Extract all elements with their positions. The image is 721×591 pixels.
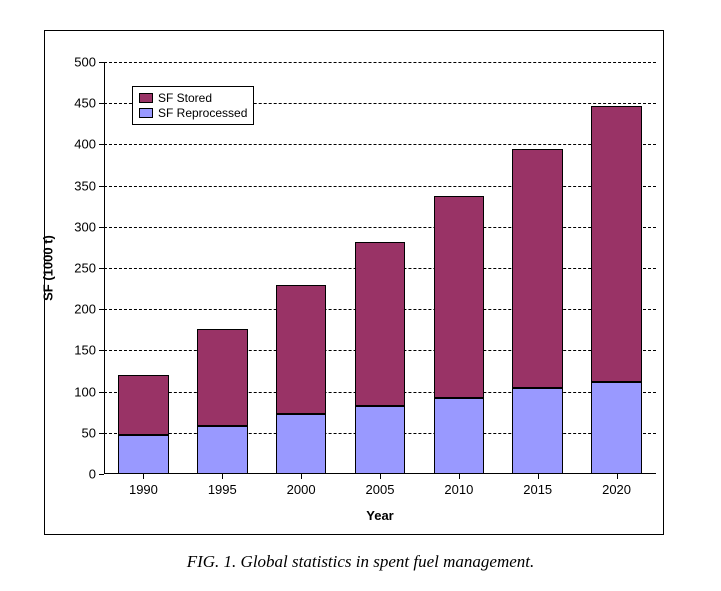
bar-group — [355, 242, 405, 474]
y-tick-label: 450 — [62, 96, 96, 111]
legend: SF StoredSF Reprocessed — [132, 86, 254, 125]
y-tick-label: 300 — [62, 219, 96, 234]
bar-segment — [118, 375, 168, 435]
bar-group — [512, 149, 562, 474]
y-gridline — [104, 62, 656, 63]
legend-label: SF Reprocessed — [158, 106, 247, 120]
bar-group — [197, 329, 247, 474]
y-tick-label: 100 — [62, 384, 96, 399]
y-tick — [99, 309, 104, 310]
bar-segment — [197, 329, 247, 426]
x-tick-label: 2015 — [523, 482, 552, 497]
bar-group — [591, 106, 641, 474]
legend-item: SF Stored — [139, 91, 247, 105]
x-axis-title: Year — [366, 508, 393, 523]
x-tick — [143, 474, 144, 479]
y-tick — [99, 433, 104, 434]
x-tick — [459, 474, 460, 479]
y-tick — [99, 227, 104, 228]
y-gridline — [104, 186, 656, 187]
x-tick — [301, 474, 302, 479]
y-tick — [99, 186, 104, 187]
y-tick-label: 350 — [62, 178, 96, 193]
bar-segment — [197, 426, 247, 474]
bar-segment — [118, 435, 168, 474]
legend-item: SF Reprocessed — [139, 106, 247, 120]
y-tick — [99, 474, 104, 475]
y-axis-title: SF (1000 t) — [41, 235, 56, 301]
bar-group — [118, 375, 168, 474]
legend-swatch — [139, 108, 153, 118]
x-tick — [617, 474, 618, 479]
x-tick-label: 2010 — [444, 482, 473, 497]
y-tick-label: 500 — [62, 55, 96, 70]
bar-group — [434, 196, 484, 474]
x-tick-label: 2020 — [602, 482, 631, 497]
y-tick-label: 200 — [62, 302, 96, 317]
y-tick — [99, 350, 104, 351]
bar-segment — [434, 398, 484, 474]
x-tick-label: 2005 — [366, 482, 395, 497]
y-tick — [99, 103, 104, 104]
y-gridline — [104, 227, 656, 228]
x-tick-label: 1995 — [208, 482, 237, 497]
x-tick — [380, 474, 381, 479]
bar-segment — [276, 285, 326, 414]
figure-caption: FIG. 1. Global statistics in spent fuel … — [0, 552, 721, 572]
y-tick — [99, 62, 104, 63]
x-tick — [538, 474, 539, 479]
y-tick — [99, 144, 104, 145]
y-tick — [99, 268, 104, 269]
y-tick-label: 150 — [62, 343, 96, 358]
x-tick-label: 2000 — [287, 482, 316, 497]
bar-segment — [276, 414, 326, 474]
bar-segment — [512, 149, 562, 388]
y-tick-label: 0 — [62, 467, 96, 482]
y-tick-label: 50 — [62, 425, 96, 440]
bar-segment — [355, 242, 405, 407]
y-tick-label: 400 — [62, 137, 96, 152]
bar-segment — [512, 388, 562, 474]
bar-segment — [355, 406, 405, 474]
figure-container: SF (1000 t) Year SF StoredSF Reprocessed… — [0, 0, 721, 591]
bar-group — [276, 284, 326, 474]
y-tick-label: 250 — [62, 261, 96, 276]
y-tick — [99, 392, 104, 393]
x-tick — [222, 474, 223, 479]
bar-segment — [434, 196, 484, 398]
legend-label: SF Stored — [158, 91, 212, 105]
bar-segment — [591, 382, 641, 474]
x-tick-label: 1990 — [129, 482, 158, 497]
bar-segment — [591, 106, 641, 382]
y-gridline — [104, 144, 656, 145]
legend-swatch — [139, 93, 153, 103]
